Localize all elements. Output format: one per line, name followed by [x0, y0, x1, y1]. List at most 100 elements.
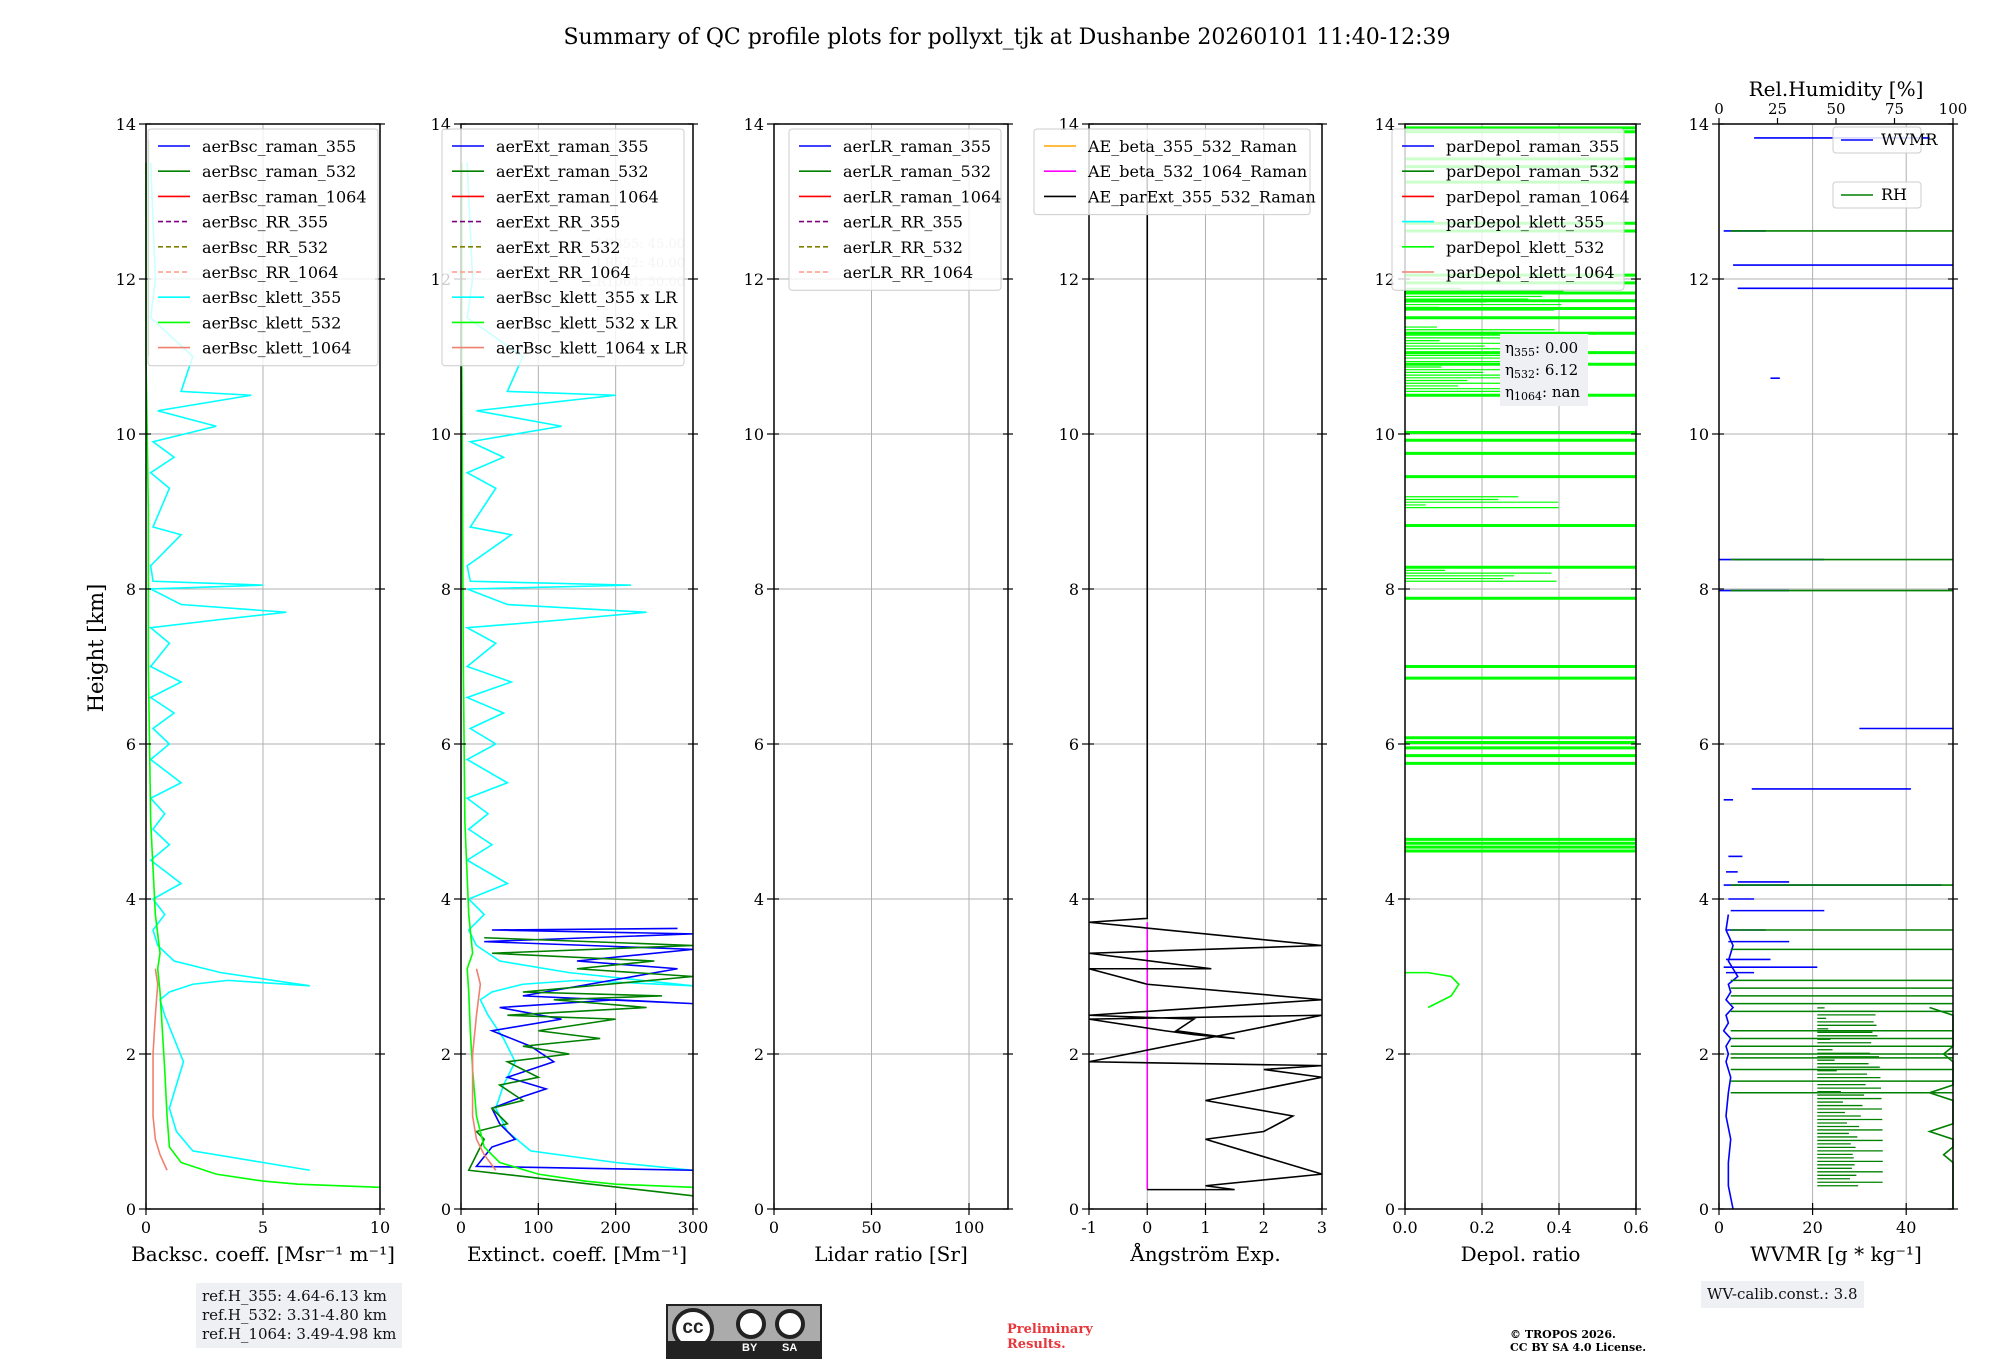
legend-label: aerExt_RR_1064: [496, 263, 631, 282]
x2-tick-label: 75: [1885, 100, 1904, 118]
x-axis-label: Ångström Exp.: [1129, 1241, 1280, 1266]
reference-height-box: ref.H_355: 4.64-6.13 km ref.H_532: 3.31-…: [196, 1283, 403, 1348]
y-tick-label: 10: [1059, 425, 1079, 444]
x-tick-label: 0: [1142, 1218, 1152, 1237]
x2-tick-label: 25: [1768, 100, 1787, 118]
x-tick-label: 0: [769, 1218, 779, 1237]
y-tick-label: 8: [1699, 580, 1709, 599]
y-tick-label: 0: [441, 1200, 451, 1219]
x-tick-label: 10: [370, 1218, 390, 1237]
y-tick-label: 14: [744, 115, 764, 134]
y-tick-label: 4: [754, 890, 764, 909]
legend-label: aerExt_RR_532: [496, 238, 620, 257]
sa-share-icon: [775, 1309, 805, 1339]
legend-frame: [1832, 181, 1922, 209]
x-tick-label: 100: [523, 1218, 554, 1237]
figure-title: Summary of QC profile plots for pollyxt_…: [563, 25, 1450, 50]
legend: WVMR RH: [1832, 126, 1938, 209]
y-tick-label: 8: [126, 580, 136, 599]
y-tick-label: 14: [1689, 115, 1709, 134]
x2-tick-label: 50: [1826, 100, 1845, 118]
copyright-line2: CC BY SA 4.0 License.: [1510, 1341, 1647, 1354]
legend-label: aerBsc_raman_532: [202, 162, 356, 181]
eta-value: η1064: nan: [1505, 383, 1580, 403]
x-axis-label: Depol. ratio: [1461, 1242, 1581, 1266]
panel-depol: 0.0 0.2 0.4 0.6 0 2 4 6 8 10 12 14 Depol. ratio parDe…: [1375, 115, 1649, 1266]
axes-frame: [460, 123, 694, 1210]
legend-label: aerLR_raman_1064: [843, 187, 1001, 206]
legend-label: AE_parExt_355_532_Raman: [1087, 187, 1316, 206]
legend-label: aerBsc_RR_1064: [202, 263, 338, 282]
y-tick-label: 0: [1385, 1200, 1395, 1219]
y-tick-label: 10: [744, 425, 764, 444]
ref-h-355: ref.H_355: 4.64-6.13 km: [202, 1287, 387, 1305]
ref-h-532: ref.H_532: 3.31-4.80 km: [202, 1306, 387, 1324]
legend-label: WVMR: [1881, 130, 1938, 149]
legend-label: aerLR_raman_355: [843, 137, 991, 156]
y-tick-label: 6: [1069, 735, 1079, 754]
y-tick-label: 6: [126, 735, 136, 754]
legend-label: parDepol_klett_355: [1446, 213, 1604, 232]
legend-label: aerExt_raman_532: [496, 162, 649, 181]
series-aerBsc_klett_1064 x LR: [471, 968, 497, 1171]
y-tick-label: 6: [1385, 735, 1395, 754]
axes-frame: [1718, 123, 1954, 1210]
x2-tick-label: 100: [1939, 100, 1968, 118]
y-tick-label: 10: [116, 425, 136, 444]
y-tick-label: 14: [1375, 115, 1395, 134]
x-axis-label: Extinct. coeff. [Mm⁻¹]: [467, 1242, 687, 1266]
legend-frame: [788, 128, 1002, 291]
y-tick-label: 10: [1689, 425, 1709, 444]
panel-lidar_ratio: 0 50 100 0 2 4 6 8 10 12 14 Lidar ratio [Sr] aerLR_r…: [744, 115, 1013, 1266]
legend-label: aerBsc_RR_532: [202, 238, 328, 257]
series-aerBsc_klett_355 x LR: [464, 162, 694, 1172]
y-tick-label: 2: [441, 1045, 451, 1064]
legend: aerExt_raman_355 aerExt_raman_532 aerExt_r…: [441, 128, 688, 367]
y-tick-label: 6: [1699, 735, 1709, 754]
y-tick-label: 8: [754, 580, 764, 599]
x-tick-label: 20: [1802, 1218, 1822, 1237]
legend-label: parDepol_klett_1064: [1446, 263, 1615, 282]
x-tick-label: 0.6: [1623, 1218, 1648, 1237]
y-tick-label: 4: [1699, 890, 1709, 909]
y-tick-label: 8: [441, 580, 451, 599]
legend-label: aerExt_raman_1064: [496, 187, 659, 206]
series-aerBsc_klett_355: [147, 162, 310, 1172]
y-tick-label: 6: [754, 735, 764, 754]
eta-value: η532: 6.12: [1505, 361, 1578, 381]
legend-label: aerLR_RR_1064: [843, 263, 973, 282]
x-tick-label: 0.2: [1469, 1218, 1494, 1237]
legend-frame: [441, 128, 685, 367]
legend-label: aerBsc_raman_1064: [202, 187, 367, 206]
axes-frame: [1404, 123, 1637, 1210]
legend-label: aerBsc_RR_355: [202, 213, 328, 232]
legend: aerBsc_raman_355 aerBsc_raman_532 aerBsc_r…: [147, 128, 379, 367]
legend-label: aerLR_raman_532: [843, 162, 991, 181]
panel-backscatter: 0 5 10 0 2 4 6 8 10 12 14 Backsc. coeff. [Msr⁻¹ m⁻¹…: [116, 115, 395, 1266]
series-aerExt_raman_355: [474, 927, 694, 1172]
x-tick-label: -1: [1081, 1218, 1097, 1237]
legend-label: aerBsc_klett_532: [202, 313, 341, 332]
y-tick-label: 2: [754, 1045, 764, 1064]
legend-label: parDepol_raman_532: [1446, 162, 1619, 181]
legend-label: aerExt_RR_355: [496, 213, 620, 232]
y-tick-label: 2: [1069, 1045, 1079, 1064]
legend-label: aerBsc_raman_355: [202, 137, 356, 156]
legend-frame: [1033, 128, 1311, 216]
legend-label: aerBsc_klett_355 x LR: [496, 288, 678, 307]
y-tick-label: 2: [126, 1045, 136, 1064]
legend-label: aerBsc_klett_532 x LR: [496, 313, 678, 332]
y-tick-label: 4: [1069, 890, 1079, 909]
y-tick-label: 4: [441, 890, 451, 909]
sa-label: SA: [782, 1342, 798, 1354]
x-axis-label: Backsc. coeff. [Msr⁻¹ m⁻¹]: [131, 1242, 395, 1266]
x2-axis-label: Rel.Humidity [%]: [1749, 77, 1924, 101]
y-tick-label: 12: [1375, 270, 1395, 289]
y-tick-label: 2: [1699, 1045, 1709, 1064]
legend-label: AE_beta_532_1064_Raman: [1087, 162, 1307, 181]
y-tick-label: 0: [126, 1200, 136, 1219]
y-tick-label: 8: [1069, 580, 1079, 599]
x-tick-label: 0: [456, 1218, 466, 1237]
